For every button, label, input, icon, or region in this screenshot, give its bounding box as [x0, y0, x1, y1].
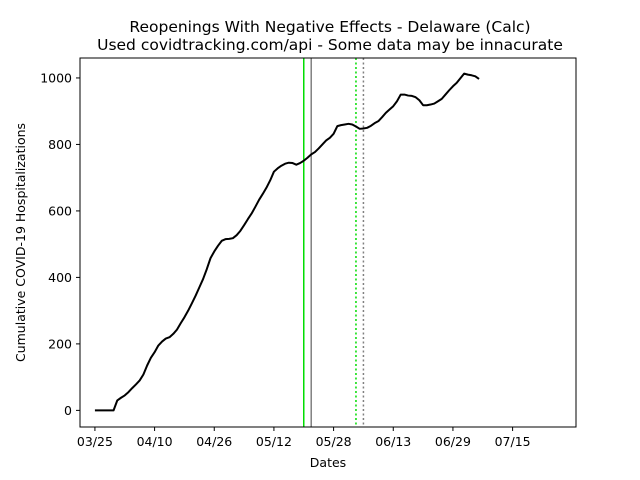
x-tick-label: 06/13: [375, 434, 411, 449]
y-axis: 0 200 400 600 800 1000: [40, 70, 80, 418]
y-tick-label: 600: [48, 203, 72, 218]
y-tick-label: 400: [48, 270, 72, 285]
series-line-1: [94, 72, 480, 412]
plot-frame: [79, 57, 577, 428]
x-tick-label: 06/29: [435, 434, 471, 449]
chart-title: Reopenings With Negative Effects - Delaw…: [129, 18, 530, 36]
x-axis-label: Dates: [310, 455, 346, 470]
x-tick-label: 03/25: [77, 434, 113, 449]
y-tick-label: 200: [48, 336, 72, 351]
chart-subtitle: Used covidtracking.com/api - Some data m…: [97, 36, 563, 54]
y-tick-label: 800: [48, 137, 72, 152]
y-tick-label: 0: [64, 403, 72, 418]
y-axis-label: Cumulative COVID-19 Hospitalizations: [13, 123, 28, 362]
x-tick-label: 04/10: [137, 434, 173, 449]
plot-area: [94, 58, 480, 427]
x-tick-label: 05/28: [316, 434, 352, 449]
y-tick-label: 1000: [40, 70, 72, 85]
x-tick-label: 04/26: [196, 434, 232, 449]
x-axis: 03/25 04/10 04/26 05/12 05/28 06/13 06/29 07/15: [77, 427, 531, 449]
x-tick-label: 05/12: [256, 434, 292, 449]
x-tick-label: 07/15: [495, 434, 531, 449]
